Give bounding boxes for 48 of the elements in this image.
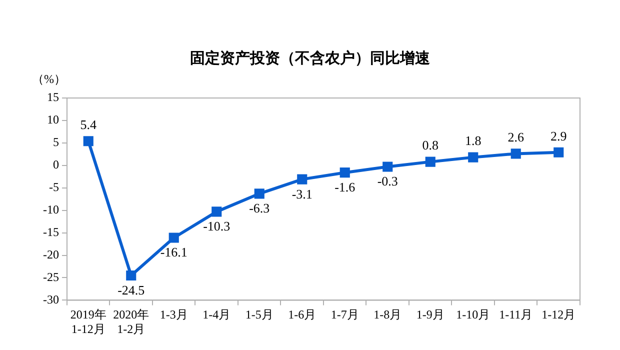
x-tick-label: 1-7月	[330, 308, 359, 322]
data-label: 2.9	[550, 128, 567, 144]
point	[340, 168, 350, 178]
x-tick-label: 1-5月	[245, 308, 274, 322]
data-label: 1.8	[465, 133, 482, 148]
point	[382, 162, 393, 172]
data-label: -16.1	[160, 244, 188, 260]
y-tick-label: -30	[42, 292, 59, 306]
y-tick-label: 0	[52, 158, 59, 172]
point	[468, 152, 478, 162]
point	[554, 147, 564, 158]
point	[254, 188, 264, 199]
x-tick-label: 1-4月	[202, 308, 231, 322]
chart-title: 固定资产投资（不含农户）同比增速	[190, 48, 431, 67]
point	[510, 148, 521, 159]
y-tick-label: 5	[52, 135, 59, 150]
point	[425, 156, 436, 167]
x-tick-label: 1-10月	[456, 308, 490, 322]
x-tick-label: 1-9月	[416, 308, 444, 322]
y-tick-label: 10	[46, 112, 59, 127]
data-label: -1.6	[334, 180, 356, 195]
x-tick-label: 1-3月	[160, 308, 188, 322]
y-tick-label: -20	[42, 247, 59, 262]
point	[168, 232, 179, 243]
data-label: 5.4	[80, 117, 97, 132]
x-tick-label: 1-12月	[542, 308, 576, 322]
y-tick-label: -5	[48, 180, 59, 194]
y-tick-label: 15	[46, 90, 59, 104]
point	[212, 206, 222, 217]
x-tick-label: 2019年 1-12月	[70, 308, 106, 336]
data-label: 2.6	[508, 130, 524, 145]
data-label: 0.8	[422, 138, 438, 153]
x-tick-label: 1-6月	[288, 308, 316, 322]
x-tick-label: 1-8月	[374, 308, 402, 322]
y-axis-title: （%）	[32, 72, 66, 86]
y-tick-label: -10	[42, 202, 59, 216]
data-label: -0.3	[377, 174, 398, 189]
x-tick-label: 2020年 1-2月	[113, 308, 150, 336]
point	[297, 174, 308, 184]
data-label: -10.3	[203, 218, 230, 234]
point	[126, 270, 136, 281]
data-label: -3.1	[292, 186, 312, 202]
x-tick-label: 1-11月	[499, 308, 533, 322]
point	[83, 136, 94, 146]
data-label: -6.3	[249, 200, 270, 216]
y-tick-label: -25	[42, 270, 59, 284]
data-label: -24.5	[118, 282, 145, 298]
y-tick-label: -15	[42, 224, 59, 239]
